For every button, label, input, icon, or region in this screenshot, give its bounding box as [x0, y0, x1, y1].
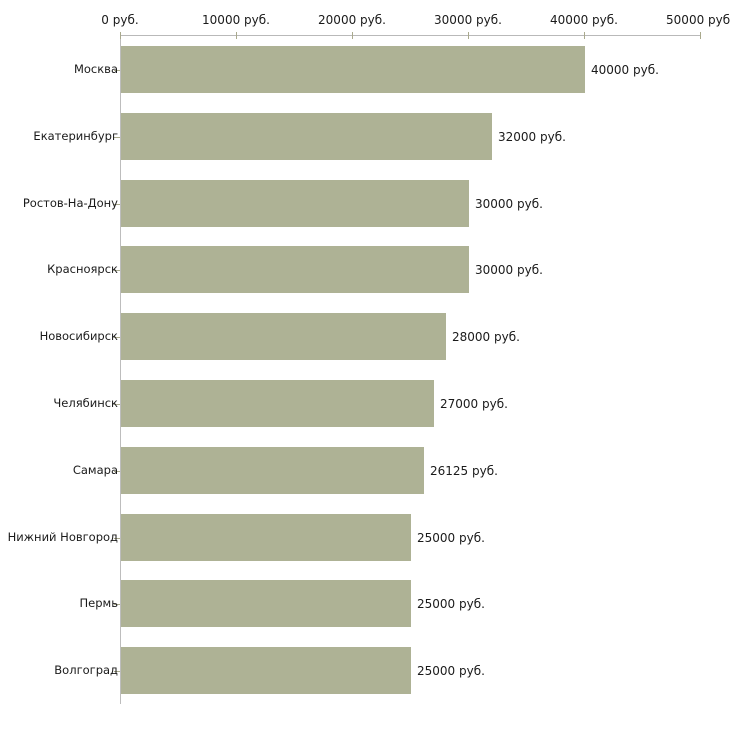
category-label: Пермь: [79, 596, 118, 610]
x-axis-tick-label: 20000 руб.: [318, 13, 386, 27]
y-axis-tick: [114, 604, 120, 605]
category-label: Нижний Новгород: [7, 530, 118, 544]
bar[interactable]: [121, 647, 411, 694]
category-label: Красноярск: [47, 262, 118, 276]
bar[interactable]: [121, 447, 424, 494]
x-axis-tick-label: 10000 руб.: [202, 13, 270, 27]
category-label: Ростов-На-Дону: [22, 196, 118, 210]
bar[interactable]: [121, 46, 585, 93]
bar-value-label: 40000 руб.: [591, 63, 659, 77]
bar-value-label: 25000 руб.: [417, 664, 485, 678]
category-label: Волгоград: [54, 663, 118, 677]
bar-value-label: 32000 руб.: [498, 130, 566, 144]
x-axis-tick-label: 40000 руб.: [550, 13, 618, 27]
category-label: Москва: [73, 62, 118, 76]
bar[interactable]: [121, 380, 434, 427]
bar[interactable]: [121, 113, 492, 160]
x-axis-tick-label: 50000 руб.: [666, 13, 730, 27]
bar-value-label: 30000 руб.: [475, 197, 543, 211]
x-axis-tick: [584, 32, 585, 39]
bar[interactable]: [121, 246, 469, 293]
x-axis-tick: [120, 32, 121, 39]
x-axis-tick: [352, 32, 353, 39]
bar-value-label: 30000 руб.: [475, 263, 543, 277]
y-axis-tick: [114, 538, 120, 539]
category-label: Челябинск: [53, 396, 118, 410]
bar[interactable]: [121, 313, 446, 360]
y-axis-tick: [114, 471, 120, 472]
y-axis-tick: [114, 204, 120, 205]
bar-value-label: 26125 руб.: [430, 464, 498, 478]
y-axis-tick: [114, 270, 120, 271]
bar[interactable]: [121, 180, 469, 227]
y-axis-tick: [114, 70, 120, 71]
category-label: Новосибирск: [39, 329, 118, 343]
y-axis-tick: [114, 137, 120, 138]
category-label: Самара: [72, 463, 118, 477]
y-axis-tick: [114, 671, 120, 672]
bar[interactable]: [121, 580, 411, 627]
bar[interactable]: [121, 514, 411, 561]
x-axis-tick-label: 30000 руб.: [434, 13, 502, 27]
bar-value-label: 25000 руб.: [417, 597, 485, 611]
x-axis-tick: [700, 32, 701, 39]
bar-value-label: 25000 руб.: [417, 531, 485, 545]
category-label: Екатеринбург: [33, 129, 118, 143]
x-axis-tick-label: 0 руб.: [101, 13, 139, 27]
y-axis-line: [120, 35, 121, 704]
bar-value-label: 27000 руб.: [440, 397, 508, 411]
y-axis-tick: [114, 337, 120, 338]
x-axis-line: [120, 35, 700, 36]
x-axis-tick: [468, 32, 469, 39]
y-axis-tick: [114, 404, 120, 405]
x-axis-tick: [236, 32, 237, 39]
bar-value-label: 28000 руб.: [452, 330, 520, 344]
